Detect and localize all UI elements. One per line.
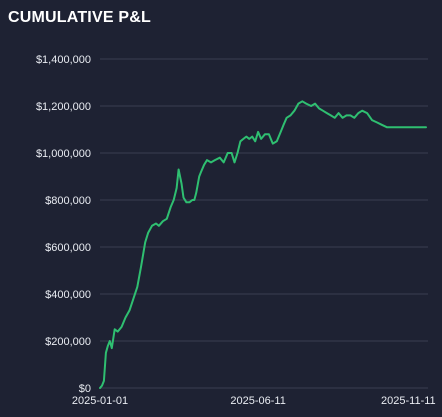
y-tick-label: $600,000 bbox=[45, 242, 91, 254]
y-tick-label: $200,000 bbox=[45, 336, 91, 348]
y-tick-label: $1,000,000 bbox=[36, 148, 91, 160]
chart-title: CUMULATIVE P&L bbox=[8, 9, 151, 26]
series-line bbox=[99, 100, 427, 389]
x-tick-label: 2025-11-11 bbox=[381, 395, 436, 407]
x-tick-label: 2025-01-01 bbox=[72, 395, 128, 407]
y-tick-label: $400,000 bbox=[45, 289, 91, 301]
x-tick-label: 2025-06-11 bbox=[230, 395, 285, 407]
y-tick-label: $1,400,000 bbox=[36, 54, 91, 66]
y-tick-label: $1,200,000 bbox=[36, 101, 91, 113]
y-tick-label: $800,000 bbox=[45, 195, 91, 207]
y-tick-label: $0 bbox=[79, 383, 91, 395]
